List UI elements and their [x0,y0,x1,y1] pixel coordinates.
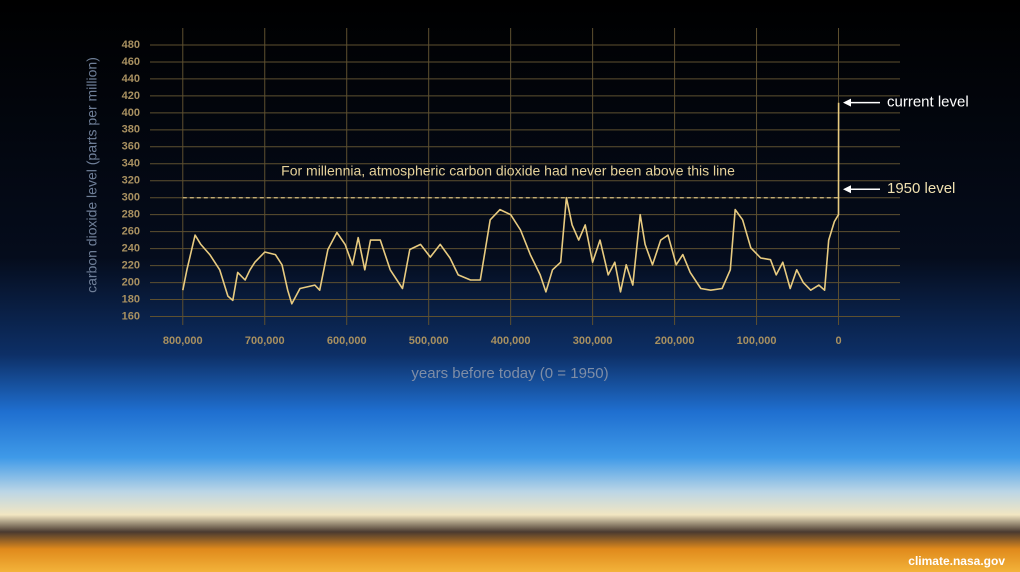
y-tick-label: 440 [122,73,140,85]
x-tick-label: 0 [835,335,841,347]
y-tick-label: 340 [122,158,140,170]
x-tick-label: 100,000 [737,335,777,347]
y-tick-label: 280 [122,209,140,221]
y-tick-label: 300 [122,192,140,204]
arrow-head [843,98,851,107]
x-tick-label: 700,000 [245,335,285,347]
y-tick-label: 380 [122,124,140,136]
y-tick-label: 480 [122,39,140,51]
y-tick-label: 420 [122,90,140,102]
y-axis-label: carbon dioxide level (parts per million) [84,57,100,293]
plot-area: 160 180 200 220 240 260 280 300 320 340 360 380 400 4… [122,28,900,347]
y-tick-label: 180 [122,293,140,305]
x-tick-label: 500,000 [409,335,449,347]
x-tick-label: 200,000 [655,335,695,347]
x-tick-label: 800,000 [163,335,203,347]
x-axis-label: years before today (0 = 1950) [411,365,608,382]
y-tick-label: 160 [122,310,140,322]
annotation-label: 1950 level [887,180,955,197]
x-tick-label: 300,000 [573,335,613,347]
source: climate.nasa.gov [908,554,1005,568]
y-tick-label: 240 [122,243,140,255]
annotation-arrow [843,185,880,194]
y-tick-label: 220 [122,260,140,272]
y-tick-label: 260 [122,226,140,238]
y-tick-label: 400 [122,107,140,119]
x-tick-label: 400,000 [491,335,531,347]
y-tick-label: 320 [122,175,140,187]
line [182,102,840,305]
y-tick-label: 460 [122,56,140,68]
reference-label: For millennia, atmospheric carbon dioxid… [281,162,735,178]
y-tick-label: 200 [122,276,140,288]
arrow-head [843,185,851,194]
annotation-label: current level [887,94,969,111]
annotation-arrow [843,98,880,107]
x-tick-label: 600,000 [327,335,367,347]
y-tick-label: 360 [122,141,140,153]
